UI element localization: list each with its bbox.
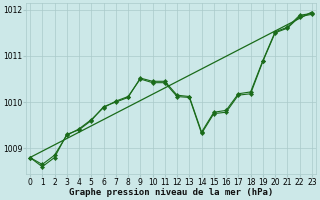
X-axis label: Graphe pression niveau de la mer (hPa): Graphe pression niveau de la mer (hPa) [69,188,273,197]
